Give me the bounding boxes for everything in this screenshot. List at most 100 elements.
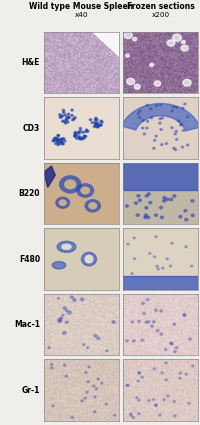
Circle shape xyxy=(160,310,162,312)
Circle shape xyxy=(156,265,158,267)
Circle shape xyxy=(57,135,59,136)
Circle shape xyxy=(95,123,97,125)
Circle shape xyxy=(80,187,90,195)
Circle shape xyxy=(191,214,194,217)
Circle shape xyxy=(67,121,69,123)
Circle shape xyxy=(82,131,84,133)
Circle shape xyxy=(101,382,103,384)
Polygon shape xyxy=(123,163,198,190)
Circle shape xyxy=(126,340,128,342)
Circle shape xyxy=(137,380,139,382)
Circle shape xyxy=(63,332,66,334)
Circle shape xyxy=(60,139,62,141)
Circle shape xyxy=(89,119,92,121)
Circle shape xyxy=(106,350,108,351)
Circle shape xyxy=(165,362,167,364)
Circle shape xyxy=(87,130,89,132)
Circle shape xyxy=(173,34,181,41)
Circle shape xyxy=(113,414,116,416)
Circle shape xyxy=(142,119,144,121)
Circle shape xyxy=(180,124,182,126)
Circle shape xyxy=(83,135,85,137)
Circle shape xyxy=(84,397,86,399)
Circle shape xyxy=(151,325,153,327)
Circle shape xyxy=(62,314,64,316)
Circle shape xyxy=(95,122,97,124)
Circle shape xyxy=(94,119,97,121)
Circle shape xyxy=(86,391,88,393)
Circle shape xyxy=(188,402,190,404)
Circle shape xyxy=(58,320,62,323)
Circle shape xyxy=(68,117,70,119)
Circle shape xyxy=(154,81,161,86)
Circle shape xyxy=(127,243,129,245)
Circle shape xyxy=(56,137,58,139)
Circle shape xyxy=(95,124,97,126)
Circle shape xyxy=(97,126,99,128)
Circle shape xyxy=(63,111,65,113)
Circle shape xyxy=(100,120,102,122)
Circle shape xyxy=(185,373,187,375)
Circle shape xyxy=(97,122,99,124)
Circle shape xyxy=(149,201,152,204)
Circle shape xyxy=(146,298,149,301)
Circle shape xyxy=(149,252,151,254)
Circle shape xyxy=(189,338,191,340)
Circle shape xyxy=(174,351,176,353)
Circle shape xyxy=(79,128,82,129)
Circle shape xyxy=(161,144,163,145)
Circle shape xyxy=(125,205,128,207)
Circle shape xyxy=(133,37,137,41)
Circle shape xyxy=(54,138,56,139)
Ellipse shape xyxy=(57,241,76,252)
Circle shape xyxy=(65,119,67,121)
Circle shape xyxy=(179,215,182,218)
Circle shape xyxy=(181,40,185,44)
Circle shape xyxy=(150,63,154,66)
Circle shape xyxy=(152,398,155,400)
Circle shape xyxy=(155,404,157,406)
Circle shape xyxy=(76,134,78,136)
Circle shape xyxy=(162,267,164,269)
Circle shape xyxy=(160,129,162,130)
Circle shape xyxy=(136,397,138,399)
Circle shape xyxy=(95,124,97,126)
Circle shape xyxy=(173,195,176,197)
Circle shape xyxy=(147,320,150,323)
Polygon shape xyxy=(122,104,200,131)
Circle shape xyxy=(153,368,156,370)
Circle shape xyxy=(112,321,115,323)
Circle shape xyxy=(85,130,87,132)
Circle shape xyxy=(54,139,56,142)
Circle shape xyxy=(65,309,68,312)
Circle shape xyxy=(81,138,83,140)
Circle shape xyxy=(149,108,152,110)
Circle shape xyxy=(191,200,194,202)
Circle shape xyxy=(166,198,169,201)
Circle shape xyxy=(159,118,161,120)
Circle shape xyxy=(144,214,147,216)
Circle shape xyxy=(76,137,78,139)
Circle shape xyxy=(171,110,173,112)
Circle shape xyxy=(127,78,135,85)
Circle shape xyxy=(165,379,167,381)
Circle shape xyxy=(184,103,186,105)
Circle shape xyxy=(79,138,81,139)
Circle shape xyxy=(94,122,97,125)
Circle shape xyxy=(139,110,141,112)
Circle shape xyxy=(163,200,166,202)
Circle shape xyxy=(58,139,60,141)
Circle shape xyxy=(96,125,99,127)
Circle shape xyxy=(184,210,187,212)
Circle shape xyxy=(161,117,164,119)
Circle shape xyxy=(178,120,180,122)
Circle shape xyxy=(159,414,161,416)
Polygon shape xyxy=(44,166,55,187)
Circle shape xyxy=(138,320,140,323)
Polygon shape xyxy=(93,32,119,57)
Circle shape xyxy=(100,124,102,126)
Circle shape xyxy=(173,323,176,325)
Circle shape xyxy=(155,404,157,406)
Circle shape xyxy=(68,311,71,314)
Circle shape xyxy=(56,140,59,142)
